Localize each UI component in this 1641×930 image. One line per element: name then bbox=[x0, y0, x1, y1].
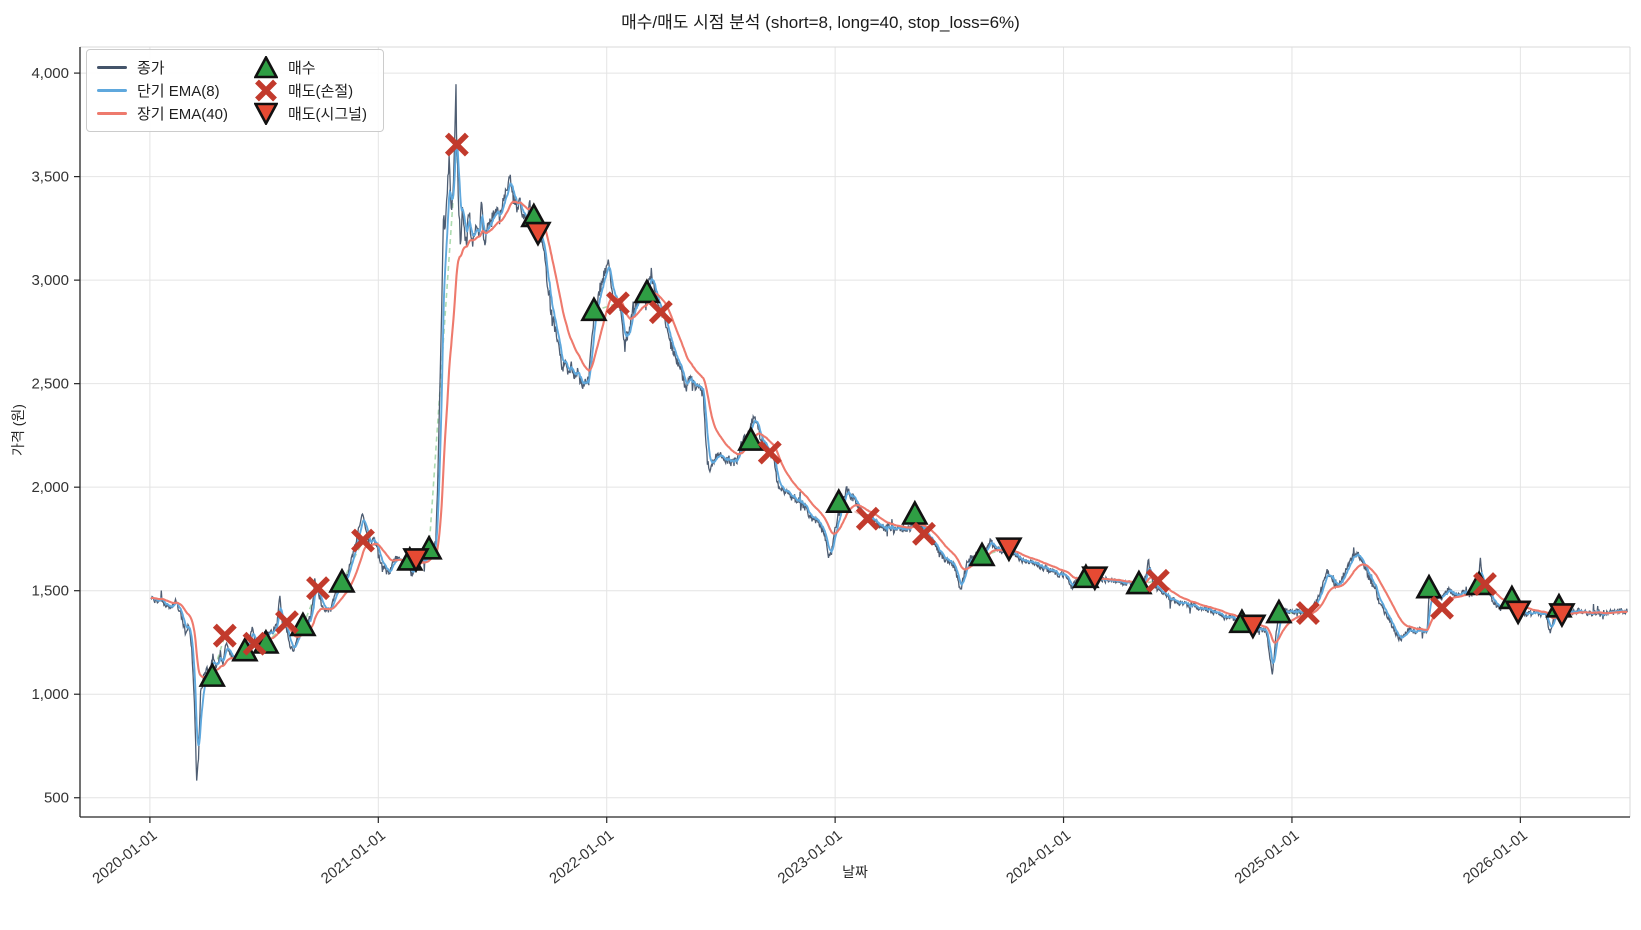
trade-connectors bbox=[211, 144, 1563, 677]
svg-text:4,000: 4,000 bbox=[31, 65, 69, 82]
buy-markers bbox=[198, 202, 1573, 687]
svg-text:3,500: 3,500 bbox=[31, 169, 69, 186]
legend-item-close: 종가 bbox=[97, 56, 228, 79]
sell-stop-markers bbox=[212, 132, 1497, 656]
legend-ema-long-label: 장기 EMA(40) bbox=[137, 106, 228, 123]
legend-item-ema-long: 장기 EMA(40) bbox=[97, 102, 228, 125]
legend-close-label: 종가 bbox=[137, 60, 165, 77]
legend-item-sell-signal: 매도(시그널) bbox=[253, 102, 367, 125]
svg-text:2025-01-01: 2025-01-01 bbox=[1231, 827, 1302, 888]
legend-item-sell-stop: 매도(손절) bbox=[254, 79, 367, 102]
sell-signal-triangle-icon bbox=[253, 102, 278, 125]
legend-sell-signal-label: 매도(시그널) bbox=[287, 106, 367, 123]
svg-text:2021-01-01: 2021-01-01 bbox=[318, 827, 389, 888]
ema40-line bbox=[150, 200, 1628, 679]
svg-text:3,000: 3,000 bbox=[31, 272, 69, 289]
svg-text:2024-01-01: 2024-01-01 bbox=[1003, 827, 1074, 888]
sell-signal-markers bbox=[402, 221, 1576, 640]
svg-text:2020-01-01: 2020-01-01 bbox=[89, 827, 160, 888]
legend-item-ema-short: 단기 EMA(8) bbox=[97, 79, 228, 102]
legend-sell-stop-label: 매도(손절) bbox=[287, 83, 354, 100]
legend-ema-short-label: 단기 EMA(8) bbox=[137, 83, 220, 100]
legend-item-buy: 매수 bbox=[253, 56, 367, 79]
legend-markers-column: 매수 매도(손절) 매도(시그널) bbox=[253, 56, 367, 125]
axes-spines bbox=[79, 46, 1631, 818]
legend-buy-label: 매수 bbox=[287, 60, 316, 77]
sell-stop-x-icon bbox=[254, 79, 278, 102]
buy-triangle-icon bbox=[253, 56, 278, 79]
svg-text:2,000: 2,000 bbox=[31, 479, 69, 496]
legend: 종가 단기 EMA(8) 장기 EMA(40) 매수 bbox=[86, 49, 384, 132]
svg-text:1,500: 1,500 bbox=[31, 583, 69, 600]
ema-short-line-swatch bbox=[97, 89, 127, 92]
close-line bbox=[150, 84, 1628, 781]
svg-text:500: 500 bbox=[44, 790, 69, 807]
svg-text:2022-01-01: 2022-01-01 bbox=[546, 827, 617, 888]
x-tick-labels: 2020-01-01 2021-01-01 2022-01-01 2023-01-01… bbox=[89, 817, 1531, 888]
ema8-line bbox=[150, 142, 1628, 746]
legend-lines-column: 종가 단기 EMA(8) 장기 EMA(40) bbox=[97, 56, 228, 125]
x-axis-label: 날짜 bbox=[842, 864, 868, 880]
y-tick-labels: 500 1,000 1,500 2,000 2,500 3,000 3,500 4,000 bbox=[31, 65, 80, 807]
svg-text:2023-01-01: 2023-01-01 bbox=[775, 827, 846, 888]
chart-title: 매수/매도 시점 분석 (short=8, long=40, stop_loss… bbox=[621, 13, 1020, 32]
grid-lines bbox=[80, 47, 1630, 817]
close-line-swatch bbox=[97, 66, 127, 69]
svg-text:1,000: 1,000 bbox=[31, 686, 69, 703]
svg-text:2026-01-01: 2026-01-01 bbox=[1460, 827, 1531, 888]
ema-long-line-swatch bbox=[97, 112, 127, 115]
svg-text:2,500: 2,500 bbox=[31, 376, 69, 393]
